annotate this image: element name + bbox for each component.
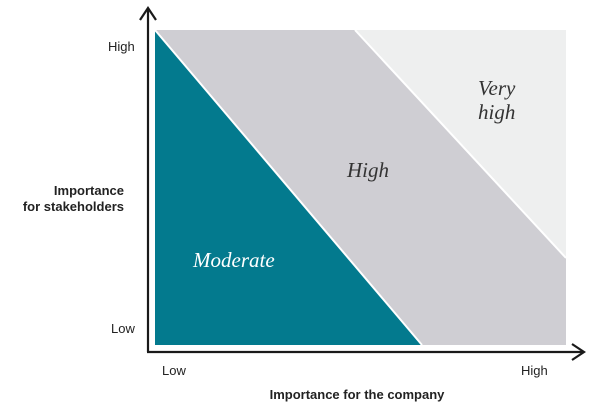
y-axis-title-line1: Importance: [54, 183, 124, 198]
y-axis-title-line2: for stakeholders: [23, 199, 124, 214]
y-axis-arrowhead: [139, 6, 157, 21]
y-axis-low-label: Low: [111, 321, 135, 336]
moderate-label: Moderate: [192, 248, 275, 272]
x-axis-arrowhead: [571, 343, 586, 361]
zone-divider-upper: [354, 29, 567, 259]
x-axis-title: Importance for the company: [270, 387, 446, 402]
high-region: [155, 30, 566, 345]
y-axis-high-label: High: [108, 39, 135, 54]
zone-divider-lower: [154, 29, 423, 346]
very-high-label-line1: Very: [478, 76, 516, 100]
high-region-label: High: [346, 158, 389, 182]
very-high-label-line2: high: [478, 100, 515, 124]
x-axis-low-label: Low: [162, 363, 186, 378]
x-axis-high-label: High: [521, 363, 548, 378]
